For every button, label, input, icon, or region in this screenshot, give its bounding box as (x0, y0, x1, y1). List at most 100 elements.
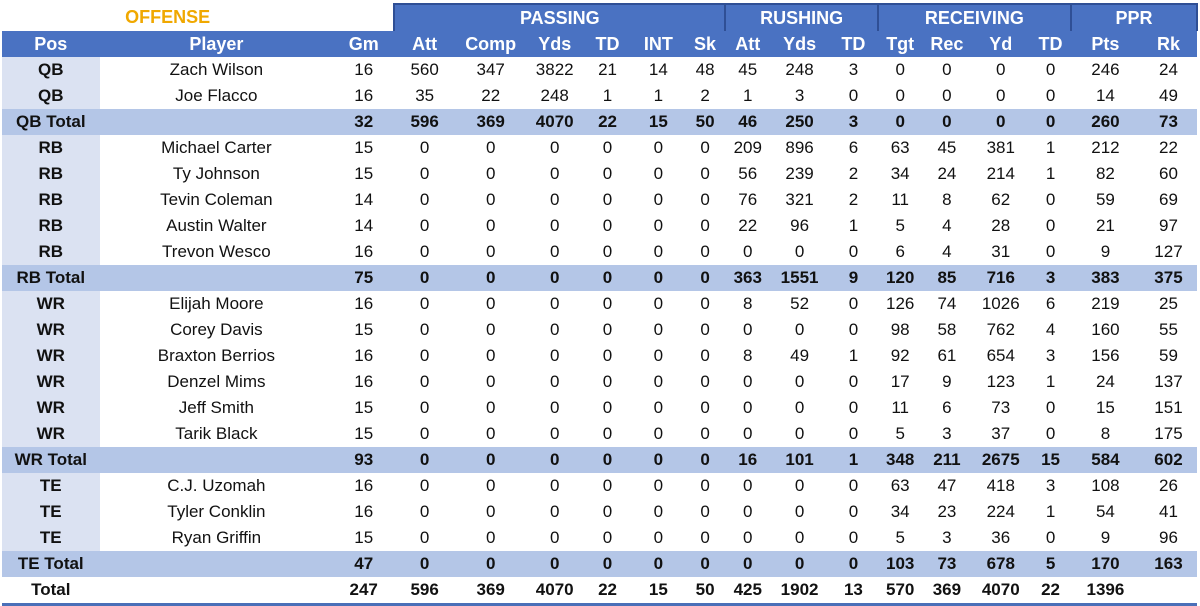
stat-cell: 0 (394, 421, 456, 447)
stat-cell: 92 (877, 343, 923, 369)
position-cell: TE Total (2, 551, 100, 577)
stat-cell: 16 (333, 473, 395, 499)
stat-cell: 28 (971, 213, 1031, 239)
stat-cell: 0 (455, 317, 527, 343)
table-row: WR Elijah Moore 16 0 0 0 0 0 0 8 52 0 126 74 1026 6 219 2… (2, 291, 1197, 317)
table-row: QB Zach Wilson 16 560 347 3822 21 14 48 45 248 3 0 0 0… (2, 57, 1197, 83)
position-cell: RB (2, 187, 100, 213)
stat-cell: 1 (583, 83, 632, 109)
stat-cell: 14 (333, 187, 395, 213)
stat-cell: 0 (684, 187, 726, 213)
stat-cell: 0 (684, 265, 726, 291)
stat-cell: 0 (829, 525, 878, 551)
stat-cell: 9 (829, 265, 878, 291)
stat-cell: 49 (770, 343, 830, 369)
stat-cell: 14 (333, 213, 395, 239)
stat-cell: 36 (971, 525, 1031, 551)
stat-cell: 209 (725, 135, 771, 161)
stat-cell: 6 (877, 239, 923, 265)
stat-cell: 160 (1070, 317, 1140, 343)
stat-cell: 16 (333, 57, 395, 83)
stat-cell: 0 (1030, 109, 1071, 135)
position-cell: TE (2, 525, 100, 551)
stat-cell: 170 (1070, 551, 1140, 577)
stat-cell: 0 (725, 395, 771, 421)
stat-cell: 678 (971, 551, 1031, 577)
stat-cell: 3 (922, 421, 972, 447)
stat-cell: 11 (877, 395, 923, 421)
stat-cell: 0 (526, 317, 584, 343)
stat-cell: 4 (922, 213, 972, 239)
stat-cell: 103 (877, 551, 923, 577)
stat-cell: 0 (583, 239, 632, 265)
col-header: TD (829, 31, 878, 57)
stat-cell: 41 (1139, 499, 1197, 525)
stat-cell: 2 (684, 83, 726, 109)
stat-cell: 716 (971, 265, 1031, 291)
stat-cell: 16 (333, 239, 395, 265)
stat-cell: 63 (877, 135, 923, 161)
player-name-cell (99, 551, 334, 577)
stat-cell: 52 (770, 291, 830, 317)
stat-cell: 24 (1070, 369, 1140, 395)
player-name-cell: Ty Johnson (99, 161, 334, 187)
stat-cell: 418 (971, 473, 1031, 499)
stat-cell: 73 (922, 551, 972, 577)
stat-cell: 0 (684, 343, 726, 369)
player-name-cell: Tarik Black (99, 421, 334, 447)
stat-cell: 0 (455, 135, 527, 161)
stat-cell: 0 (455, 187, 527, 213)
stat-cell: 0 (394, 499, 456, 525)
stat-cell: 0 (684, 369, 726, 395)
stat-cell: 24 (1139, 57, 1197, 83)
stat-cell: 26 (1139, 473, 1197, 499)
stat-cell: 0 (770, 551, 830, 577)
position-cell: TE (2, 499, 100, 525)
stat-cell: 1 (631, 83, 685, 109)
stat-cell: 0 (684, 447, 726, 473)
stat-cell: 8 (725, 291, 771, 317)
table-body: QB Zach Wilson 16 560 347 3822 21 14 48 45 248 3 0 0 0… (2, 57, 1197, 606)
stat-cell: 0 (631, 525, 685, 551)
subtotal-row: WR Total 93 0 0 0 0 0 0 16 101 1 348 211 2675 15 584 602 (2, 447, 1197, 473)
stat-cell: 0 (1030, 525, 1071, 551)
stat-cell: 0 (971, 109, 1031, 135)
stat-cell: 0 (394, 213, 456, 239)
stat-cell: 596 (394, 109, 456, 135)
stat-cell: 0 (455, 213, 527, 239)
player-name-cell: Braxton Berrios (99, 343, 334, 369)
stat-cell: 2675 (971, 447, 1031, 473)
stat-cell: 15 (333, 395, 395, 421)
stat-cell: 8 (1070, 421, 1140, 447)
stat-cell: 0 (877, 57, 923, 83)
position-cell: RB (2, 213, 100, 239)
stat-cell: 16 (333, 369, 395, 395)
stat-cell: 0 (829, 395, 878, 421)
col-header: Gm (333, 31, 395, 57)
stat-cell: 0 (455, 421, 527, 447)
stat-cell: 75 (333, 265, 395, 291)
stat-cell: 383 (1070, 265, 1140, 291)
stat-cell: 4 (1030, 317, 1071, 343)
stat-cell: 22 (1139, 135, 1197, 161)
stat-cell: 3 (1030, 473, 1071, 499)
stat-cell: 0 (829, 499, 878, 525)
stat-cell: 9 (1070, 239, 1140, 265)
table-row: TE C.J. Uzomah 16 0 0 0 0 0 0 0 0 0 63 47 418 3 108 26 (2, 473, 1197, 499)
col-header: Att (394, 31, 456, 57)
stat-cell: 0 (583, 213, 632, 239)
stat-cell: 0 (725, 317, 771, 343)
stat-cell: 60 (1139, 161, 1197, 187)
stat-cell: 0 (394, 447, 456, 473)
stat-cell: 0 (684, 473, 726, 499)
stat-cell: 16 (333, 343, 395, 369)
stat-cell: 1396 (1070, 577, 1140, 606)
stat-cell: 3822 (526, 57, 584, 83)
group-header-row: OFFENSE PASSING RUSHING RECEIVING PPR (2, 3, 1199, 31)
stat-cell: 0 (455, 291, 527, 317)
position-cell: WR (2, 421, 100, 447)
stat-cell: 16 (333, 499, 395, 525)
stat-cell: 248 (526, 83, 584, 109)
stat-cell: 0 (526, 343, 584, 369)
stat-cell: 37 (971, 421, 1031, 447)
